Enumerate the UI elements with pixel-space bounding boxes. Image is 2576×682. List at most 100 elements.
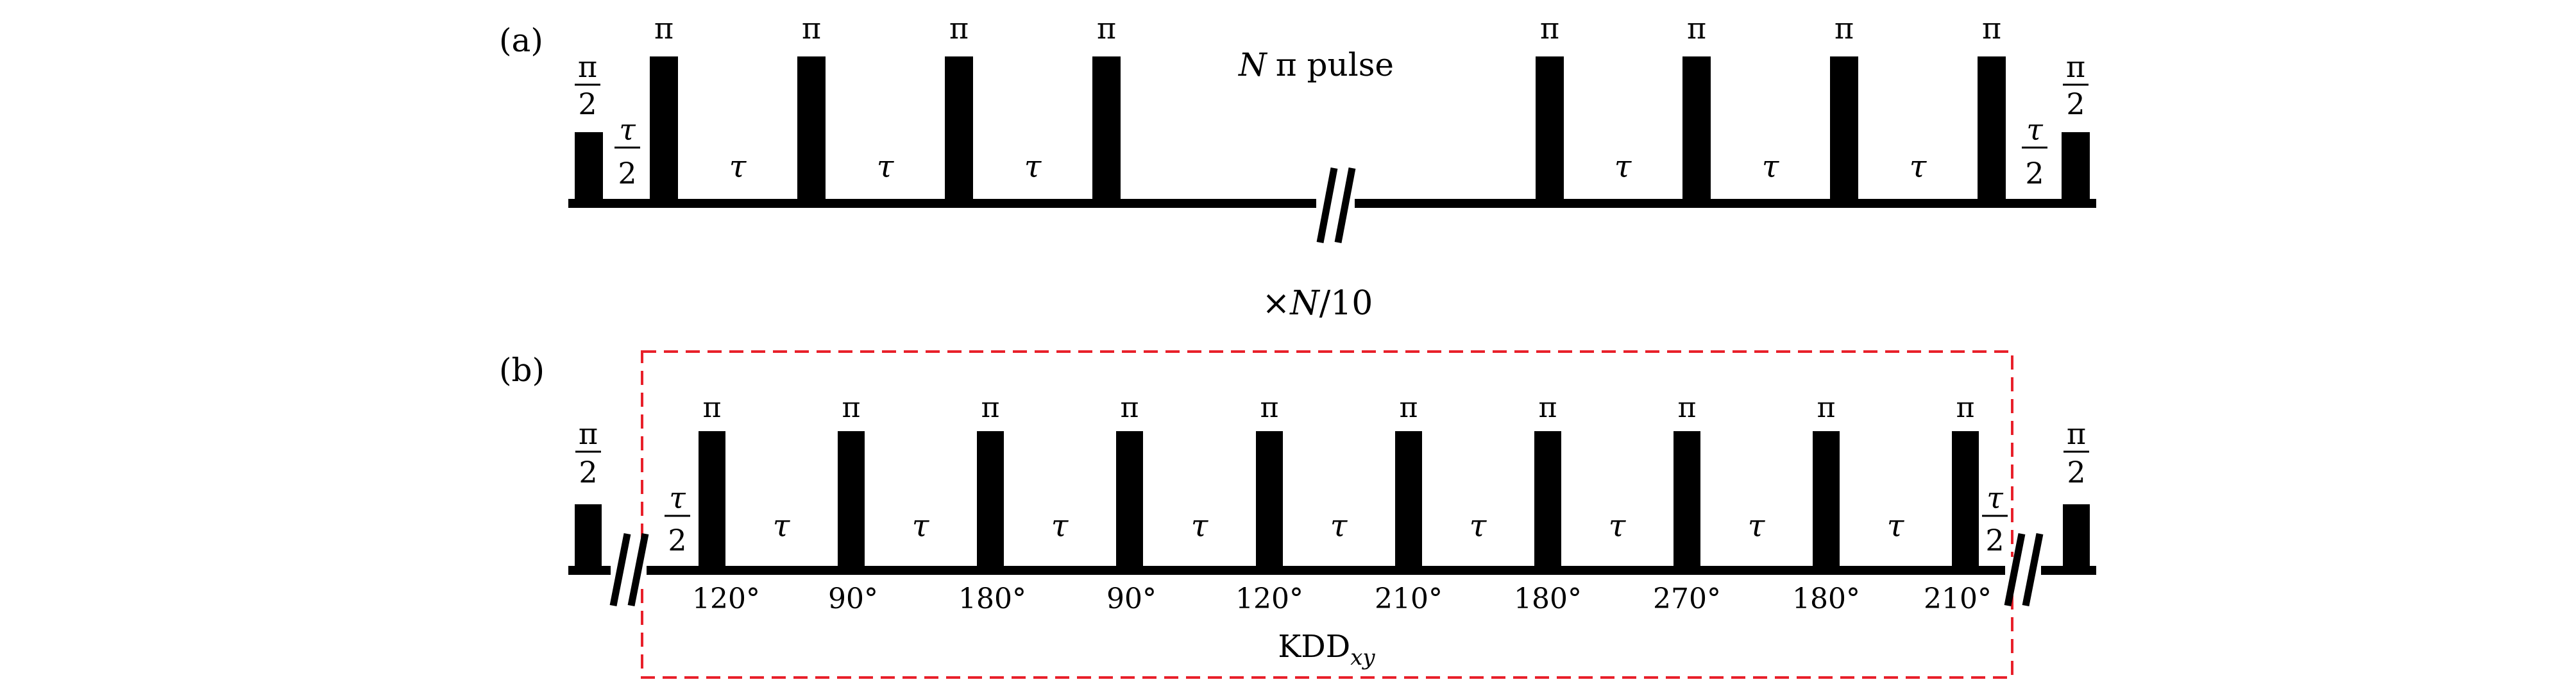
phase-label: 180° [1514,583,1582,615]
panel-b-baseline [568,566,2096,575]
panel-a-half-tau-label-left: τ 2 [614,112,640,191]
panel-b-tau-label: τ [1887,508,1905,544]
svg-text:π: π [578,49,597,84]
svg-text:τ: τ [669,481,686,515]
panel-a-tau-label: τ [1614,149,1632,185]
panel-b-tau-label: τ [773,508,791,544]
kdd-sequence-box [641,350,2013,679]
panel-b-tau-label: τ [1191,508,1209,544]
svg-text:π: π [579,416,598,451]
panel-a-label: (a) [499,22,543,59]
svg-text:2: 2 [2067,455,2085,490]
repeat-label: ×N/10 [1262,284,1373,323]
panel-b-pi-label: π [1121,391,1139,424]
svg-text:2: 2 [578,87,597,121]
phase-label: 120° [1235,583,1303,615]
panel-b-pi-pulse [838,431,865,571]
svg-text:2: 2 [2066,87,2085,121]
panel-b-break-mark-right [2004,533,2044,607]
phase-label: 180° [958,583,1026,615]
panel-b-tau-label: τ [1051,508,1069,544]
phase-label: 90° [1106,583,1157,615]
panel-b-pi-pulse [1395,431,1422,571]
panel-a-tau-label: τ [729,149,747,185]
panel-a-pi-label: π [1687,11,1706,46]
panel-a-pi-label: π [802,11,821,46]
phase-label: 120° [692,583,760,615]
panel-a-pi-label: π [949,11,969,46]
panel-b-pi-pulse [1256,431,1283,571]
svg-text:τ: τ [2026,112,2044,147]
panel-a: (a) π π π π π π [499,11,2096,244]
panel-b-pi-label: π [1260,391,1279,424]
panel-b-half-pi-label-right: π 2 [2063,416,2089,490]
panel-a-half-pi-pulse-left [575,132,603,203]
svg-text:π: π [2066,49,2085,84]
kdd-label: KDDxy [1278,629,1375,670]
svg-text:2: 2 [1985,523,2004,558]
panel-a-pi-pulse [1536,56,1564,203]
panel-a-pi-label: π [1540,11,1559,46]
panel-a-half-pi-label-left: π 2 [575,49,600,121]
panel-b: (b) [499,350,2096,679]
panel-b-pi-pulse [699,431,725,571]
panel-b-tau-label: τ [1609,508,1627,544]
panel-b-pi-pulse [977,431,1004,571]
panel-b-tau-label: τ [1330,508,1348,544]
panel-b-pi-label: π [1400,391,1418,424]
panel-a-pi-pulse [1830,56,1858,203]
svg-text:2: 2 [668,523,686,558]
panel-b-pi-label: π [703,391,722,424]
panel-a-pi-pulse [945,56,973,203]
panel-a-pi-pulse [650,56,678,203]
phase-label: 180° [1792,583,1860,615]
phase-label: 90° [828,583,878,615]
svg-text:2: 2 [2025,156,2044,191]
svg-text:τ: τ [1987,481,2004,515]
panel-b-break-mark-left [609,533,649,607]
panel-b-pi-label: π [1678,391,1697,424]
panel-a-pi-label: π [654,11,674,46]
panel-b-half-tau-label-right: τ 2 [1982,481,2008,558]
panel-b-tau-label: τ [912,508,930,544]
panel-b-pi-pulse [1116,431,1143,571]
svg-text:2: 2 [579,455,597,490]
panel-b-half-tau-label-left: τ 2 [665,481,690,558]
panel-b-pi-pulse [1952,431,1979,571]
panel-a-pi-label: π [1097,11,1116,46]
phase-label: 210° [1375,583,1443,615]
panel-b-pi-label: π [1956,391,1975,424]
panel-a-tau-label: τ [1024,149,1042,185]
panel-b-pi-label: π [1539,391,1557,424]
panel-b-pi-pulse [1674,431,1700,571]
panel-b-half-pi-pulse-left [575,504,602,571]
panel-b-pi-pulses [699,431,1979,571]
panel-b-label: (b) [499,352,545,389]
svg-text:2: 2 [618,156,636,191]
panel-a-pi-pulse [1978,56,2006,203]
panel-b-pi-label: π [981,391,1000,424]
panel-a-tau-label: τ [877,149,895,185]
panel-a-half-pi-label-right: π 2 [2063,49,2089,121]
phase-label: 270° [1653,583,1721,615]
panel-b-pi-pulse [1534,431,1561,571]
panel-b-pi-label: π [842,391,861,424]
panel-a-pi-pulse [797,56,826,203]
panel-a-half-pi-pulse-right [2062,132,2090,203]
panel-a-pi-pulses [650,56,2006,203]
panel-b-pi-label: π [1817,391,1836,424]
panel-a-pi-label: π [1982,11,2001,46]
panel-b-tau-label: τ [1470,508,1487,544]
panel-a-half-tau-label-right: τ 2 [2022,112,2047,191]
svg-text:π: π [2067,416,2086,451]
panel-a-break-mark [1316,167,1356,244]
panel-a-tau-label: τ [1910,149,1928,185]
panel-a-tau-label: τ [1762,149,1780,185]
panel-b-half-pi-label-left: π 2 [575,416,601,490]
svg-text:τ: τ [619,112,636,147]
panel-a-pi-pulse [1682,56,1711,203]
panel-a-pi-pulse [1092,56,1121,203]
panel-b-tau-label: τ [1748,508,1766,544]
